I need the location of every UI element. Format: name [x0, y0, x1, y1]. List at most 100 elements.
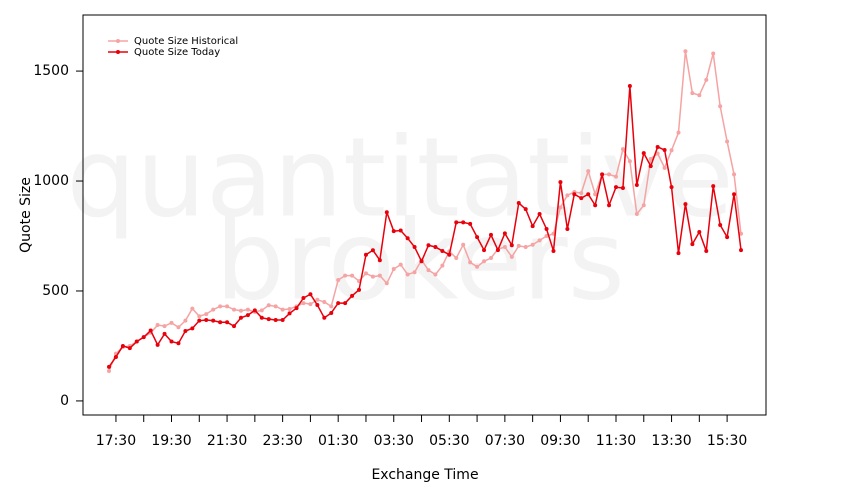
- point: [454, 220, 459, 225]
- point: [488, 255, 493, 260]
- point: [440, 248, 445, 253]
- point: [586, 169, 591, 174]
- point: [308, 302, 313, 307]
- point: [607, 172, 612, 177]
- point: [398, 262, 403, 267]
- point: [336, 277, 341, 282]
- point: [426, 243, 431, 248]
- point: [648, 157, 653, 162]
- point: [475, 264, 480, 269]
- point: [509, 254, 514, 259]
- point: [662, 148, 667, 153]
- point: [127, 346, 132, 351]
- point: [482, 259, 487, 264]
- point: [676, 251, 681, 256]
- x-tick-label: 13:30: [651, 433, 691, 449]
- point: [363, 252, 368, 257]
- point: [669, 185, 674, 190]
- point: [676, 130, 681, 135]
- point: [544, 226, 549, 231]
- point: [516, 243, 521, 248]
- point: [107, 364, 111, 369]
- y-axis-label: Quote Size: [18, 177, 34, 253]
- point: [704, 77, 709, 82]
- point: [343, 301, 348, 306]
- point: [530, 242, 535, 247]
- point: [169, 320, 174, 325]
- point: [107, 369, 111, 374]
- point: [190, 306, 195, 311]
- point: [225, 320, 230, 325]
- point: [287, 311, 292, 316]
- point: [343, 273, 348, 278]
- point: [176, 325, 181, 330]
- point: [655, 144, 660, 149]
- point: [419, 259, 424, 264]
- point: [391, 229, 396, 234]
- point: [155, 323, 160, 328]
- point: [329, 310, 334, 315]
- point: [739, 248, 743, 253]
- point: [350, 293, 355, 298]
- point: [259, 308, 264, 313]
- point: [169, 339, 174, 344]
- point: [384, 210, 389, 215]
- point: [329, 304, 334, 309]
- point: [391, 266, 396, 271]
- point: [475, 235, 480, 240]
- point: [259, 315, 264, 320]
- x-tick-label: 21:30: [207, 433, 247, 449]
- point: [232, 307, 237, 312]
- point: [301, 301, 306, 306]
- point: [572, 192, 577, 197]
- point: [697, 230, 702, 235]
- point: [433, 244, 438, 249]
- point: [190, 326, 195, 331]
- point: [482, 248, 487, 253]
- point: [468, 260, 473, 265]
- point: [322, 299, 327, 304]
- point: [155, 342, 160, 347]
- point: [245, 313, 250, 318]
- point: [350, 273, 355, 278]
- point: [120, 343, 125, 348]
- point: [197, 318, 202, 323]
- point: [565, 193, 570, 198]
- point: [134, 339, 139, 344]
- point: [662, 165, 667, 170]
- point: [711, 51, 716, 56]
- point: [162, 324, 167, 329]
- point: [648, 164, 653, 169]
- point: [579, 191, 584, 196]
- point: [322, 315, 327, 320]
- point: [537, 238, 542, 243]
- x-tick-label: 05:30: [429, 433, 469, 449]
- point: [315, 303, 320, 308]
- point: [336, 301, 341, 306]
- point: [141, 335, 146, 340]
- point: [398, 228, 403, 233]
- point: [301, 296, 306, 301]
- point: [183, 328, 188, 333]
- x-axis-label: Exchange Time: [371, 467, 478, 483]
- point: [641, 151, 646, 156]
- point: [711, 184, 716, 189]
- point: [245, 307, 250, 312]
- x-tick-label: 17:30: [96, 433, 136, 449]
- point: [558, 205, 563, 210]
- point: [593, 203, 598, 208]
- point: [732, 172, 737, 177]
- x-tick-label: 07:30: [485, 433, 525, 449]
- point: [683, 49, 688, 54]
- point: [537, 212, 542, 217]
- point: [447, 252, 452, 257]
- point: [225, 304, 230, 309]
- point: [232, 324, 237, 329]
- point: [502, 244, 507, 249]
- point: [412, 244, 417, 249]
- y-tick-label: 500: [42, 283, 69, 299]
- point: [405, 236, 410, 241]
- point: [634, 212, 639, 217]
